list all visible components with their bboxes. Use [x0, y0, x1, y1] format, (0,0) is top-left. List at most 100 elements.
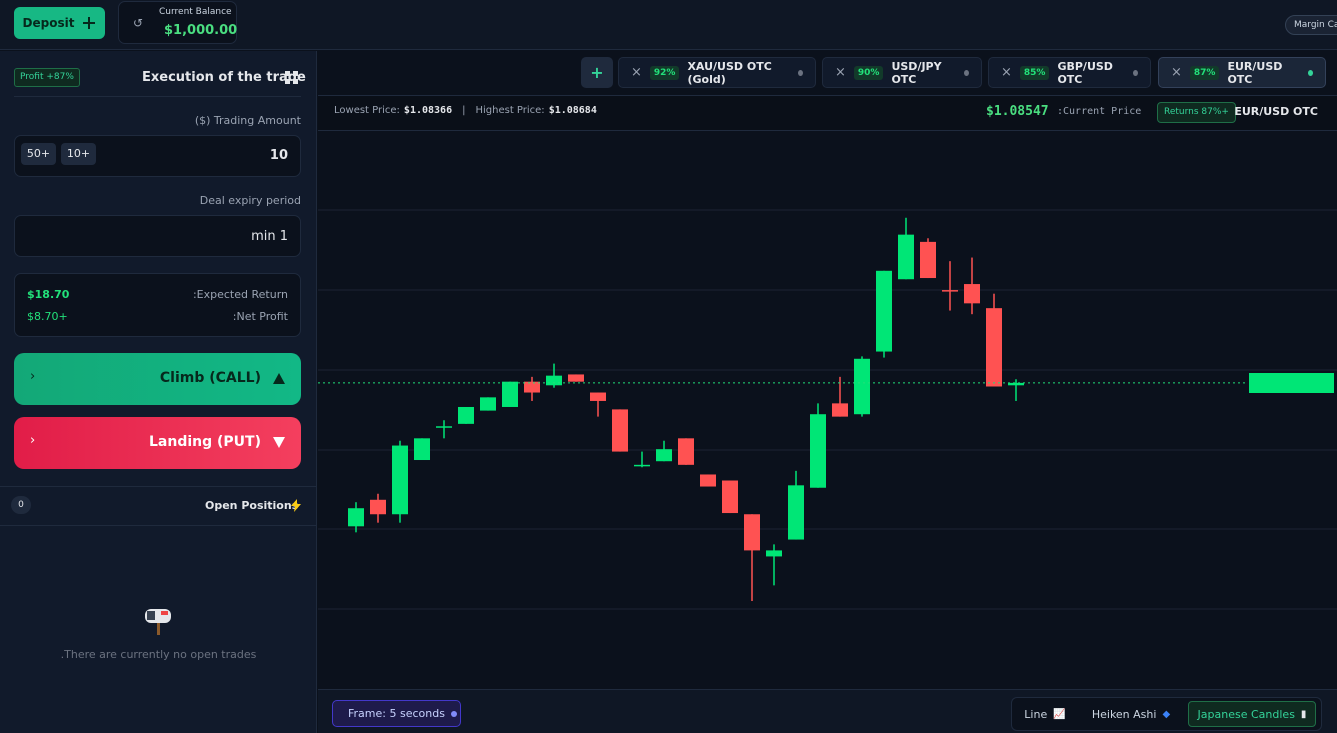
candle-body	[524, 381, 540, 393]
asset-tab[interactable]: × 90% USD/JPY OTC	[822, 57, 982, 88]
panel-title: Execution of the trade	[142, 70, 306, 85]
refresh-icon[interactable]: ↺	[133, 16, 144, 30]
deposit-button[interactable]: Deposit	[14, 7, 105, 39]
amount-label: ($) Trading Amount	[194, 114, 301, 127]
returns-badge: Returns 87%+	[1157, 102, 1236, 123]
quick-amount-button[interactable]: 10+	[61, 143, 96, 165]
up-arrow	[273, 373, 285, 384]
close-icon[interactable]: ×	[835, 65, 846, 80]
positions-title: Open Positions	[205, 499, 299, 512]
plus-icon	[83, 17, 96, 29]
expected-return-label: :Expected Return	[192, 288, 288, 301]
close-icon[interactable]: ×	[1171, 65, 1182, 80]
candle-body	[832, 403, 848, 417]
quick-amount-button[interactable]: 50+	[21, 143, 56, 165]
divider	[0, 486, 317, 487]
candle-body	[480, 397, 496, 411]
lowest-value: $1.08366	[403, 105, 453, 116]
add-tab-button[interactable]: +	[581, 57, 613, 88]
payout-badge: 87%	[1189, 65, 1220, 80]
candle-body	[656, 449, 672, 462]
chart-type-button[interactable]: Japanese Candles ▮	[1188, 701, 1316, 727]
status-dot	[1307, 69, 1313, 76]
close-icon[interactable]: ×	[1001, 65, 1012, 80]
chart-type-label: Heiken Ashi	[1091, 707, 1157, 721]
down-arrow	[273, 437, 285, 448]
empty-message: .There are currently no open trades	[60, 648, 257, 661]
candle-body	[876, 270, 892, 352]
expiry-value: min 1	[251, 229, 288, 244]
candle-body	[348, 508, 364, 527]
margin-button[interactable]: Margin Cal	[1285, 15, 1337, 35]
chart-type-icon: 📈	[1053, 708, 1066, 720]
candle-body	[920, 241, 936, 279]
balance-label: Current Balance	[159, 7, 232, 17]
asset-tab[interactable]: × 87% EUR/USD OTC	[1158, 57, 1326, 88]
tab-name: USD/JPY OTC	[891, 59, 942, 86]
candle-body	[634, 464, 650, 467]
current-price: $1.08547	[986, 104, 1049, 119]
candle-body	[898, 234, 914, 280]
divider	[0, 525, 317, 526]
candle-body	[810, 414, 826, 488]
candle-body	[546, 375, 562, 386]
candle-body	[854, 358, 870, 415]
frame-label: Frame: 5 seconds	[348, 707, 445, 720]
grid	[318, 209, 1337, 610]
chart-type-icon: ▮	[1300, 708, 1307, 720]
frame-button[interactable]: Frame: 5 seconds	[332, 700, 461, 727]
tab-name: XAU/USD OTC (Gold)	[687, 59, 772, 86]
amount-input[interactable]: 50+ 10+ 10	[14, 135, 301, 177]
candle-body	[590, 392, 606, 401]
put-label: Landing (PUT)	[149, 434, 261, 450]
call-button[interactable]: › Climb (CALL)	[14, 353, 301, 405]
chart-type-button[interactable]: Line 📈	[1016, 701, 1074, 727]
chevron: ›	[30, 433, 36, 448]
asset-tab[interactable]: × 85% GBP/USD OTC	[988, 57, 1151, 88]
deposit-label: Deposit	[22, 16, 75, 30]
grid-icon	[285, 71, 298, 84]
candle-body	[1008, 382, 1024, 386]
candle-body	[964, 284, 980, 304]
candle-body	[414, 438, 430, 461]
asset-name: EUR/USD OTC	[1234, 105, 1318, 118]
payout-badge: 85%	[1019, 65, 1050, 80]
candle-body	[612, 409, 628, 452]
candle-body	[744, 514, 760, 551]
expiry-label: Deal expiry period	[199, 194, 301, 207]
current-price-label: :Current Price	[1057, 106, 1142, 117]
frame-dot	[450, 710, 457, 717]
candle-body	[942, 290, 958, 292]
return-box: $18.70 :Expected Return $8.70+ :Net Prof…	[14, 273, 301, 337]
chart-type-label: Japanese Candles	[1197, 707, 1295, 721]
tab-name: GBP/USD OTC	[1057, 59, 1113, 86]
candle-body	[502, 381, 518, 407]
asset-tab[interactable]: × 92% XAU/USD OTC (Gold)	[618, 57, 816, 88]
balance-value: $1,000.00	[164, 23, 238, 38]
put-button[interactable]: › Landing (PUT)	[14, 417, 301, 469]
chevron: ›	[30, 369, 36, 384]
live-marker	[1249, 373, 1334, 393]
candle-body	[766, 550, 782, 557]
amount-value: 10	[269, 148, 288, 163]
candle-body	[722, 480, 738, 514]
candle-body	[678, 438, 694, 465]
divider	[14, 96, 301, 97]
mailbox-icon	[145, 609, 171, 635]
chart-type-label: Line	[1024, 707, 1048, 721]
net-profit-label: :Net Profit	[232, 310, 288, 323]
candle-body	[788, 485, 804, 540]
candle-body	[436, 426, 452, 428]
candle-body	[370, 499, 386, 515]
chart-type-button[interactable]: Heiken Ashi ◆	[1082, 701, 1180, 727]
close-icon[interactable]: ×	[631, 65, 642, 80]
candle-body	[568, 374, 584, 382]
balance-box: ↺ Current Balance $1,000.00	[118, 1, 237, 44]
tab-name: EUR/USD OTC	[1227, 59, 1283, 86]
status-dot	[1133, 69, 1138, 76]
highest-value: $1.08684	[548, 105, 597, 116]
expiry-input[interactable]: min 1	[14, 215, 301, 257]
status-dot	[798, 69, 803, 76]
